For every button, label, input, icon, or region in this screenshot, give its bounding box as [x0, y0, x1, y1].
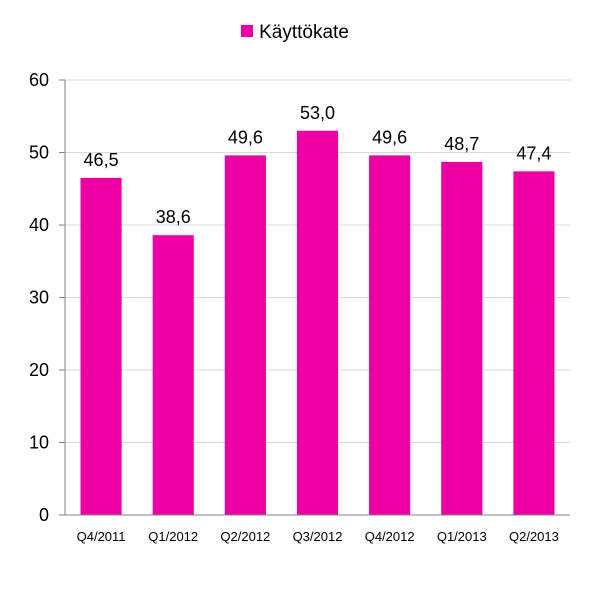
y-tick-label: 30: [29, 288, 49, 308]
data-label: 49,6: [228, 127, 263, 147]
bar: [80, 177, 122, 515]
x-tick-label: Q4/2011: [77, 529, 126, 544]
y-tick-label: 50: [29, 143, 49, 163]
x-tick-label: Q4/2012: [365, 529, 415, 544]
bar: [152, 235, 194, 515]
bar: [513, 171, 555, 515]
y-tick-label: 20: [29, 360, 49, 380]
data-label: 38,6: [156, 207, 191, 227]
x-tick-label: Q2/2012: [220, 529, 270, 544]
x-tick-label: Q2/2013: [509, 529, 559, 544]
data-label: 49,6: [372, 127, 407, 147]
x-tick-label: Q1/2012: [148, 529, 198, 544]
y-tick-label: 60: [29, 70, 49, 90]
y-tick-label: 0: [39, 505, 49, 525]
legend: Käyttökate: [0, 22, 590, 44]
legend-swatch: [241, 25, 254, 37]
bar: [369, 155, 411, 515]
bar: [441, 161, 483, 516]
data-label: 53,0: [300, 103, 335, 123]
x-tick-label: Q1/2013: [437, 529, 487, 544]
y-tick-label: 10: [29, 433, 49, 453]
y-tick-label: 40: [29, 215, 49, 235]
data-label: 48,7: [444, 134, 479, 154]
data-label: 47,4: [516, 143, 551, 163]
bar: [224, 155, 266, 515]
data-label: 46,5: [84, 150, 119, 170]
legend-label: Käyttökate: [259, 22, 349, 43]
bar: [296, 130, 339, 515]
x-tick-label: Q3/2012: [293, 529, 343, 544]
